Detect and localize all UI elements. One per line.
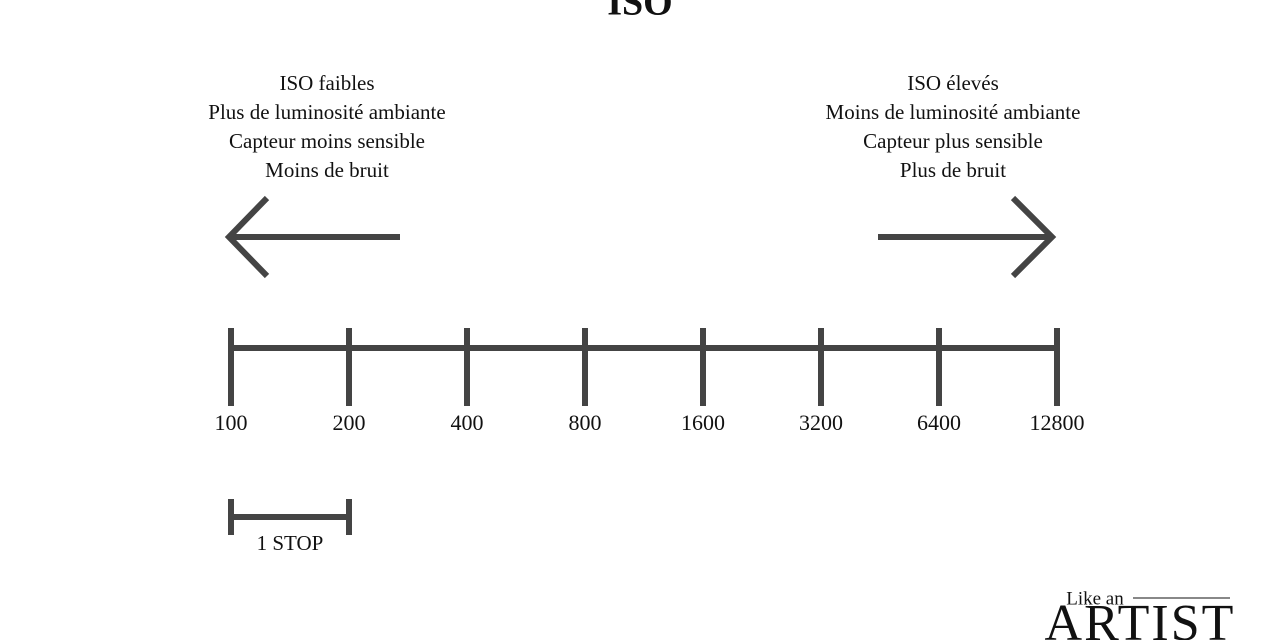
right-arrow-head xyxy=(1010,195,1057,279)
text-line: Plus de bruit xyxy=(900,158,1006,182)
scale-label: 800 xyxy=(569,410,602,435)
scale-label: 400 xyxy=(451,410,484,435)
text-line: Capteur plus sensible xyxy=(863,129,1043,153)
text-line: ISO faibles xyxy=(279,71,374,95)
text-line: ISO élevés xyxy=(907,71,999,95)
text-line: Capteur moins sensible xyxy=(229,129,425,153)
logo-top: Like an xyxy=(1066,588,1124,609)
left-arrow-head xyxy=(224,195,270,279)
scale-label: 1600 xyxy=(681,410,725,435)
stop-label: 1 STOP xyxy=(257,531,324,555)
text-line: Plus de luminosité ambiante xyxy=(208,100,445,124)
right-text: ISO élevés Moins de luminosité ambiante Ca… xyxy=(826,71,1081,182)
text-line: Moins de luminosité ambiante xyxy=(826,100,1081,124)
scale-label: 200 xyxy=(333,410,366,435)
text-line: Moins de bruit xyxy=(265,158,389,182)
scale-label: 6400 xyxy=(917,410,961,435)
logo-main: ARTIST xyxy=(1045,595,1236,640)
title: ISO xyxy=(607,0,672,24)
scale: 100 200 400 800 1600 3200 6400 12800 xyxy=(215,328,1085,435)
scale-label: 12800 xyxy=(1030,410,1085,435)
scale-label: 3200 xyxy=(799,410,843,435)
left-text: ISO faibles Plus de luminosité ambiante Ca… xyxy=(208,71,445,182)
scale-label: 100 xyxy=(215,410,248,435)
